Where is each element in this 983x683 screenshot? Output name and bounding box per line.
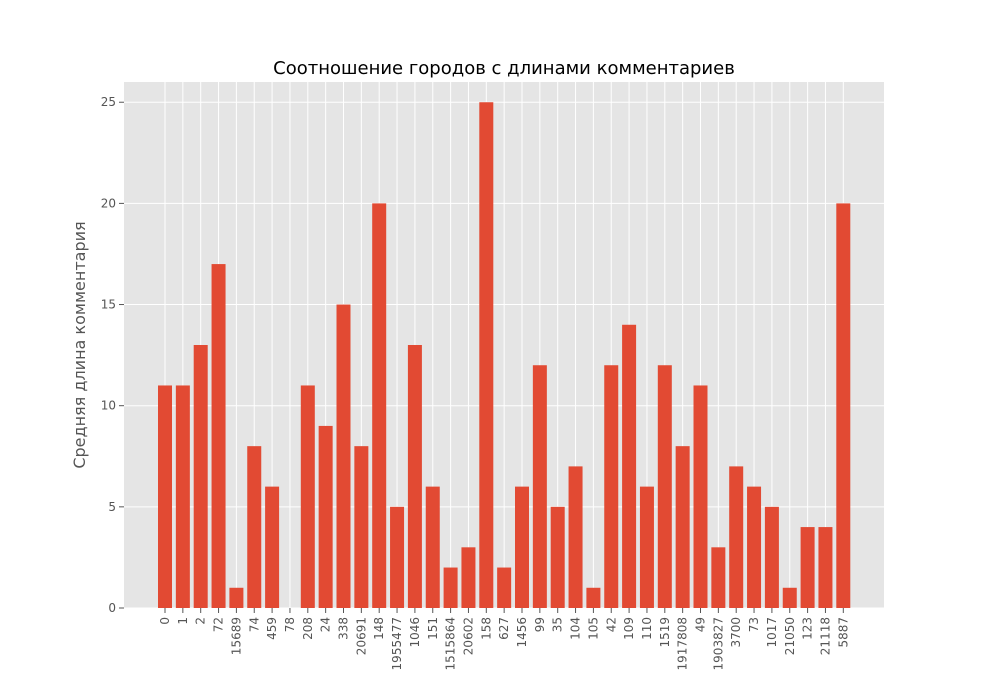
bar-158 — [479, 102, 494, 608]
x-tick-label: 49 — [694, 617, 708, 632]
bar-99 — [532, 365, 547, 608]
y-tick-label: 20 — [101, 196, 116, 210]
bar-72 — [211, 264, 226, 608]
x-tick-label: 20602 — [461, 617, 475, 655]
x-tick-label: 459 — [265, 617, 279, 640]
x-tick-label: 72 — [212, 617, 226, 632]
bar-49 — [693, 385, 708, 608]
x-tick-label: 109 — [622, 617, 636, 640]
x-tick-label: 73 — [747, 617, 761, 632]
x-tick-label: 35 — [551, 617, 565, 632]
x-tick-label: 1 — [176, 617, 190, 625]
bar-109 — [622, 324, 637, 608]
y-tick-label: 25 — [101, 95, 116, 109]
x-tick-label: 1955477 — [390, 617, 404, 670]
bar-123 — [800, 527, 815, 608]
bars — [158, 102, 851, 608]
x-tick-label: 2 — [194, 617, 208, 625]
x-tick-label: 1017 — [765, 617, 779, 648]
x-tick-label: 148 — [372, 617, 386, 640]
bar-21118 — [818, 527, 833, 608]
bar-73 — [747, 486, 762, 608]
x-tick-label: 338 — [337, 617, 351, 640]
x-tick-label: 21118 — [818, 617, 832, 655]
bar-20691 — [354, 446, 369, 608]
x-tick-label: 21050 — [783, 617, 797, 655]
bar-1903827 — [711, 547, 726, 608]
x-tick-label: 0 — [158, 617, 172, 625]
x-tick-label: 158 — [479, 617, 493, 640]
bar-110 — [639, 486, 654, 608]
x-tick-label: 104 — [569, 617, 583, 640]
x-tick-label: 123 — [801, 617, 815, 640]
x-tick-label: 1903827 — [711, 617, 725, 670]
bar-2 — [193, 345, 208, 608]
bar-21050 — [782, 587, 797, 608]
x-tick-label: 1046 — [408, 617, 422, 648]
x-tick-label: 78 — [283, 617, 297, 632]
bar-74 — [247, 446, 262, 608]
bar-208 — [300, 385, 315, 608]
bar-20602 — [461, 547, 476, 608]
x-tick-label: 1917808 — [676, 617, 690, 670]
bar-105 — [586, 587, 601, 608]
bar-338 — [336, 304, 351, 608]
bar-1456 — [515, 486, 529, 608]
bar-42 — [604, 365, 619, 608]
bar-1515864 — [443, 567, 458, 608]
bar-1017 — [764, 506, 779, 608]
bar-1917808 — [675, 446, 690, 608]
bar-148 — [372, 203, 387, 608]
x-tick-label: 3700 — [729, 617, 743, 648]
x-tick-label: 24 — [319, 617, 333, 632]
x-tick-label: 15689 — [229, 617, 243, 655]
x-tick-label: 105 — [586, 617, 600, 640]
x-tick-label: 208 — [301, 617, 315, 640]
bar-1 — [175, 385, 190, 608]
y-tick-label: 5 — [108, 500, 116, 514]
x-tick-label: 151 — [426, 617, 440, 640]
bar-459 — [265, 486, 280, 608]
bar-1955477 — [390, 506, 405, 608]
x-tick-label: 99 — [533, 617, 547, 632]
x-tick-label: 110 — [640, 617, 654, 640]
bar-24 — [318, 425, 333, 608]
x-tick-label: 1515864 — [444, 617, 458, 670]
x-tick-label: 74 — [247, 617, 261, 632]
x-axis-ticks: 0 1 2 72 15689 74 459 78 208 24 338 20691 148 1955477… — [158, 608, 850, 670]
bar-151 — [425, 486, 440, 608]
y-tick-label: 10 — [101, 399, 116, 413]
bar-35 — [550, 506, 565, 608]
bar-1046 — [407, 345, 422, 608]
bar-3700 — [729, 466, 744, 608]
y-axis-ticks: 0 5 10 15 20 25 — [101, 95, 124, 615]
bar-0 — [158, 385, 172, 608]
y-axis-label: Средняя длина комментария — [70, 221, 89, 468]
bar-627 — [497, 567, 512, 608]
x-tick-label: 627 — [497, 617, 511, 640]
x-tick-label: 5887 — [836, 617, 850, 648]
y-tick-label: 0 — [108, 601, 116, 615]
x-tick-label: 42 — [604, 617, 618, 632]
bar-104 — [568, 466, 583, 608]
y-tick-label: 15 — [101, 298, 116, 312]
x-tick-label: 20691 — [354, 617, 368, 655]
x-tick-label: 1519 — [658, 617, 672, 648]
bar-15689 — [229, 587, 244, 608]
x-tick-label: 1456 — [515, 617, 529, 648]
bar-1519 — [657, 365, 672, 608]
chart-title: Соотношение городов с длинами комментари… — [273, 58, 735, 79]
bar-5887 — [836, 203, 851, 608]
